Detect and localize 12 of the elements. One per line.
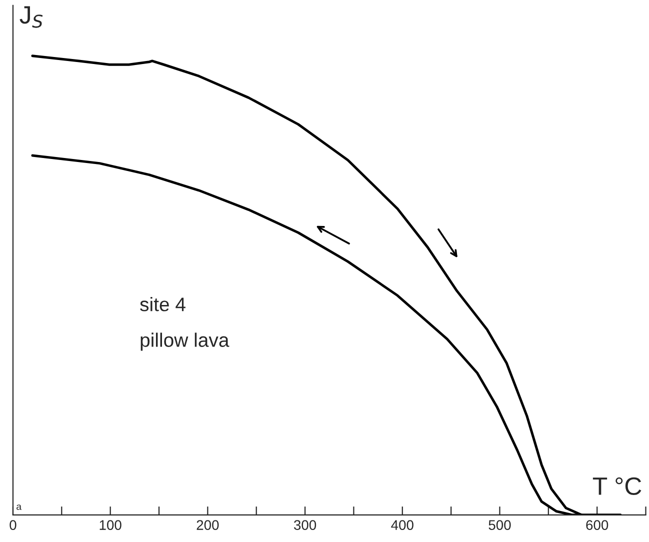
x-tick-label: 100 <box>100 520 122 530</box>
x-tick-label: 600 <box>586 520 608 530</box>
x-tick-label: 400 <box>391 520 414 530</box>
x-tick-label: 500 <box>488 520 511 530</box>
annotation: site 4 <box>140 297 186 312</box>
y-axis-title: J$_{S}$ <box>20 6 43 28</box>
x-tick-label: 200 <box>196 520 219 530</box>
x-axis-title: T °C <box>592 477 642 496</box>
annotation: a <box>16 504 22 510</box>
annotation: pillow lava <box>140 332 230 351</box>
x-tick-label: 300 <box>294 520 316 530</box>
x-tick-label: 0 <box>10 520 16 530</box>
